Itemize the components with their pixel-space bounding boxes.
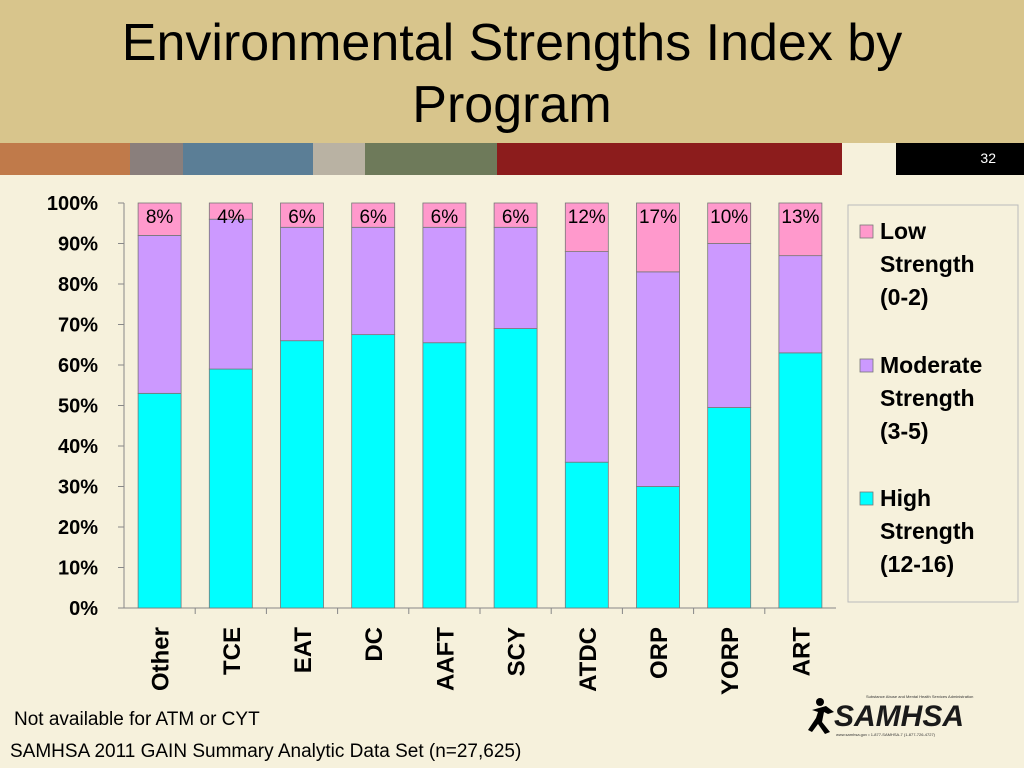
- samhsa-logo: SAMHSA Substance Abuse and Mental Health…: [808, 694, 973, 737]
- legend-label: Strength: [880, 385, 975, 411]
- bar-segment: [351, 334, 396, 609]
- bar-segment: [422, 226, 467, 344]
- legend-swatch: [859, 224, 874, 239]
- y-tick-label: 80%: [58, 274, 98, 296]
- bar-segment: [493, 328, 538, 609]
- band-segment: [365, 143, 497, 175]
- x-tick-label: ATDC: [575, 627, 602, 692]
- bar-segment: [564, 461, 609, 609]
- bar-segment: [351, 202, 396, 228]
- bar-segment: [564, 251, 609, 463]
- bar-segment: [280, 226, 324, 342]
- bar-segment: [280, 202, 324, 228]
- bar-segment: [707, 202, 752, 244]
- bar-segment: [493, 226, 538, 329]
- y-tick-label: 70%: [58, 315, 98, 337]
- band-segment: [497, 143, 842, 175]
- y-tick-label: 90%: [58, 234, 98, 256]
- data-label: 17%: [639, 207, 677, 228]
- band-segment: [0, 143, 130, 175]
- bar-segment: [778, 202, 823, 257]
- data-label: 13%: [781, 207, 819, 228]
- bar-segment: [636, 271, 680, 487]
- bar-segment: [137, 392, 182, 609]
- bar-segment: [280, 340, 324, 609]
- x-tick-label: EAT: [290, 627, 317, 674]
- band-segment: [183, 143, 313, 175]
- x-tick-label: TCE: [219, 627, 246, 675]
- data-label: 4%: [217, 207, 245, 228]
- stacked-bar-chart: 0% 10% 20% 30% 40% 50% 60% 70% 80% 90% 100% 8% Other…: [47, 193, 1019, 695]
- legend-label: Low: [880, 218, 926, 244]
- bar-segment: [137, 235, 182, 394]
- x-tick-label: ART: [788, 627, 815, 677]
- legend-label: Strength: [880, 518, 975, 544]
- y-tick-label: 20%: [58, 517, 98, 539]
- legend-label: Moderate: [880, 352, 982, 378]
- legend-label: (12-16): [880, 551, 954, 577]
- bar-segment: [422, 342, 467, 609]
- data-label: 6%: [431, 207, 459, 228]
- bar-segment: [778, 352, 823, 609]
- y-tick-label: 100%: [47, 193, 98, 215]
- bar-segment: [707, 243, 752, 408]
- band-segment: [842, 143, 896, 175]
- y-tick-label: 0%: [69, 598, 98, 620]
- bar-segment: [707, 407, 752, 609]
- legend-label: High: [880, 485, 931, 511]
- bar-segment: [422, 202, 467, 228]
- bar-segment: [208, 218, 253, 370]
- slide-title-line-1: Environmental Strengths Index by: [121, 14, 903, 72]
- bar-segment: [351, 226, 396, 336]
- logo-wordmark: SAMHSA: [834, 700, 964, 733]
- x-tick-label: DC: [361, 627, 388, 662]
- bar-segment: [208, 202, 253, 220]
- data-label: 6%: [502, 207, 530, 228]
- bar-segment: [208, 368, 253, 609]
- data-label: 12%: [568, 207, 606, 228]
- bar-segment: [778, 255, 823, 354]
- data-label: 6%: [359, 207, 387, 228]
- y-tick-label: 40%: [58, 436, 98, 458]
- y-tick-label: 30%: [58, 477, 98, 499]
- band-segment: [130, 143, 183, 175]
- slide-title-line-2: Program: [412, 76, 612, 134]
- legend-label: (0-2): [880, 284, 929, 310]
- figure-icon: [808, 698, 834, 734]
- slide-number: 32: [896, 143, 1024, 175]
- legend-box: [847, 204, 1019, 603]
- y-tick-label: 50%: [58, 396, 98, 418]
- y-tick-label: 10%: [58, 558, 98, 580]
- data-label: 10%: [710, 207, 748, 228]
- y-tick-label: 60%: [58, 355, 98, 377]
- footnote: Not available for ATM or CYT: [14, 709, 260, 730]
- data-label: 8%: [146, 207, 174, 228]
- x-tick-label: YORP: [717, 627, 744, 695]
- x-tick-label: SCY: [504, 627, 531, 676]
- bar-segment: [636, 202, 680, 273]
- bar-segment: [493, 202, 538, 228]
- source-citation: SAMHSA 2011 GAIN Summary Analytic Data S…: [10, 741, 522, 762]
- data-label: 6%: [288, 207, 316, 228]
- title-banner: [0, 0, 1024, 143]
- bar-segment: [564, 202, 609, 252]
- x-tick-label: Other: [148, 627, 175, 691]
- legend-label: Strength: [880, 251, 975, 277]
- bar-segment: [636, 486, 680, 609]
- band-segment: [313, 143, 365, 175]
- legend-swatch: [859, 358, 874, 373]
- bar-segment: [137, 202, 182, 236]
- logo-url-text: www.samhsa.gov • 1-877-SAMHSA-7 (1-877-7…: [836, 732, 936, 737]
- logo-subtext: Substance Abuse and Mental Health Servic…: [866, 694, 973, 699]
- x-tick-label: AAFT: [432, 627, 459, 691]
- legend-swatch: [859, 491, 874, 506]
- slide-title: Environmental Strengths Index by Program: [0, 12, 1024, 136]
- legend-label: (3-5): [880, 418, 929, 444]
- x-tick-label: ORP: [646, 627, 673, 679]
